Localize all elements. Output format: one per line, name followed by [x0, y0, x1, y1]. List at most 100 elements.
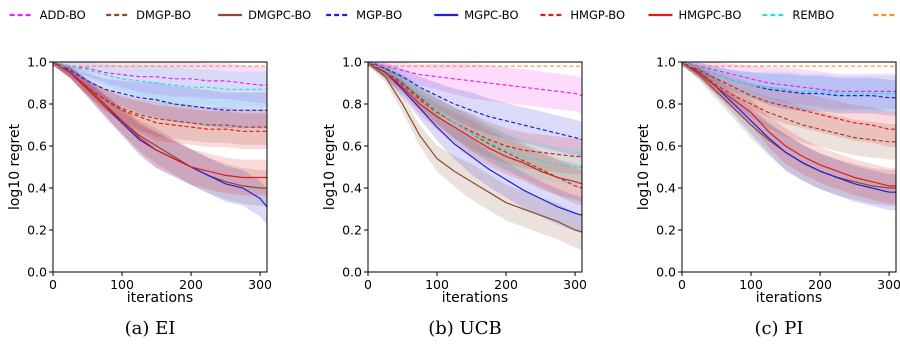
y-tick-label: 0.8 — [656, 97, 676, 112]
x-tick-label: 100 — [425, 277, 449, 292]
legend-item-mgp-bo: MGP-BO — [326, 8, 402, 22]
legend-item-hmgp-bo: HMGP-BO — [540, 8, 625, 22]
series-line-hmgpc-bo — [52, 61, 267, 179]
band-dmgpc-bo — [53, 62, 267, 206]
uncertainty-bands — [368, 62, 582, 250]
panel-caption: (a) EI — [125, 318, 176, 339]
legend-label-hmgpc-bo: HMGPC-BO — [678, 8, 741, 22]
plot-frame — [52, 61, 268, 273]
series-line-hmgpc-bo — [367, 61, 583, 185]
y-tick-label: 0.4 — [342, 181, 362, 196]
plot-frame — [681, 61, 897, 273]
legend-label-hmgp-bo: HMGP-BO — [570, 8, 625, 22]
chart-panel-2: 0.0 0.2 0.4 0.6 0.8 1.0 0 100 200 300 iterations lo… — [322, 55, 587, 340]
series-lines — [52, 61, 268, 208]
legend-label-dmgpc-bo: DMGPC-BO — [248, 8, 311, 22]
legend-label-mgp-bo: MGP-BO — [356, 8, 402, 22]
series-lines — [681, 61, 896, 193]
y-axis-label: log10 regret — [322, 123, 338, 210]
series-line-mgpc-bo — [367, 61, 583, 216]
band-mgpc-bo — [53, 62, 267, 225]
series-line-hmgpc-bo — [681, 61, 896, 187]
series-lines — [367, 61, 583, 233]
panel-caption: (c) PI — [754, 318, 803, 339]
y-tick-label: 0.6 — [342, 139, 362, 154]
x-tick-label: 200 — [808, 277, 832, 292]
series-line-mgp-bo — [367, 61, 583, 141]
legend-label-mgpc-bo: MGPC-BO — [464, 8, 518, 22]
y-tick-label: 0.2 — [656, 223, 676, 238]
x-tick-label: 0 — [364, 277, 372, 292]
x-tick-label: 0 — [49, 277, 57, 292]
series-line-rembo — [681, 61, 896, 95]
series-line-hmgp-bo — [52, 61, 267, 132]
legend-label-rembo: REMBO — [792, 8, 834, 22]
y-tick-label: 0.4 — [656, 181, 676, 196]
x-tick-label: 200 — [494, 277, 518, 292]
x-tick-label: 200 — [179, 277, 203, 292]
legend-item-dmgp-bo: DMGP-BO — [106, 8, 191, 22]
legend-item-mgpc-bo: MGPC-BO — [434, 8, 519, 22]
y-tick-label: 0.8 — [27, 97, 47, 112]
band-hmgp-bo — [368, 62, 582, 175]
band-hmgp-bo — [53, 62, 267, 150]
legend-item-hmgpc-bo: HMGPC-BO — [648, 8, 741, 22]
x-tick-label: 300 — [563, 277, 587, 292]
y-tick-label: 0.0 — [27, 265, 47, 280]
panel-caption: (b) UCB — [428, 318, 501, 339]
legend: ADD-BO DMGP-BO DMGPC-BO MGP-BO MGPC-BO HMGP-B… — [9, 8, 898, 22]
series-line-rembo — [367, 61, 582, 168]
x-tick-label: 300 — [248, 277, 272, 292]
band-dmgpc-bo — [682, 62, 896, 206]
y-tick-label: 0.0 — [342, 265, 362, 280]
band-dmgpc-bo — [368, 62, 582, 250]
band-add-bo — [682, 62, 896, 110]
series-line-rembo — [52, 61, 267, 90]
legend-item-vae-bo: VAE-BO — [873, 13, 898, 17]
legend-item-add-bo: ADD-BO — [9, 8, 86, 22]
legend-label-add-bo: ADD-BO — [40, 8, 86, 22]
series-line-add-bo — [52, 61, 267, 86]
series-line-mgp-bo — [52, 61, 267, 111]
y-tick-label: 1.0 — [656, 55, 676, 70]
band-dmgp-bo — [368, 62, 582, 206]
x-axis-label: iterations — [756, 290, 822, 306]
legend-item-rembo: REMBO — [762, 8, 834, 22]
series-line-hmgp-bo — [681, 61, 896, 130]
y-tick-label: 0.0 — [656, 265, 676, 280]
x-tick-label: 100 — [739, 277, 763, 292]
band-hmgpc-bo — [682, 62, 896, 204]
chart-panel-3: 0.0 0.2 0.4 0.6 0.8 1.0 0 100 200 300 iterations lo… — [636, 55, 900, 340]
band-dmgp-bo — [53, 62, 267, 145]
legend-item-dmgpc-bo: DMGPC-BO — [218, 8, 311, 22]
y-tick-label: 1.0 — [27, 55, 47, 70]
y-axis-label: log10 regret — [7, 123, 23, 210]
band-hmgpc-bo — [53, 62, 267, 196]
series-line-dmgp-bo — [681, 61, 896, 143]
series-line-add-bo — [681, 61, 896, 93]
y-tick-label: 0.6 — [27, 139, 47, 154]
band-mgp-bo — [53, 62, 267, 129]
series-line-add-bo — [367, 61, 583, 97]
uncertainty-bands — [53, 62, 267, 225]
x-tick-label: 100 — [110, 277, 134, 292]
y-tick-label: 0.4 — [27, 181, 47, 196]
band-mgp-bo — [368, 62, 582, 158]
y-tick-label: 0.2 — [342, 223, 362, 238]
band-hmgp-bo — [682, 62, 896, 147]
chart-panel-1: 0.0 0.2 0.4 0.6 0.8 1.0 0 100 200 300 iterations lo… — [7, 55, 272, 340]
plot-frame — [367, 61, 583, 273]
y-axis-label: log10 regret — [636, 123, 652, 210]
band-hmgpc-bo — [368, 62, 582, 202]
y-tick-label: 0.2 — [27, 223, 47, 238]
uncertainty-bands — [682, 62, 896, 211]
x-axis-label: iterations — [127, 290, 193, 306]
x-tick-label: 0 — [678, 277, 686, 292]
band-rembo — [682, 62, 896, 112]
series-line-dmgpc-bo — [367, 61, 583, 233]
y-tick-label: 1.0 — [342, 55, 362, 70]
band-rembo — [368, 62, 582, 185]
y-tick-label: 0.8 — [342, 97, 362, 112]
y-tick-label: 0.6 — [656, 139, 676, 154]
